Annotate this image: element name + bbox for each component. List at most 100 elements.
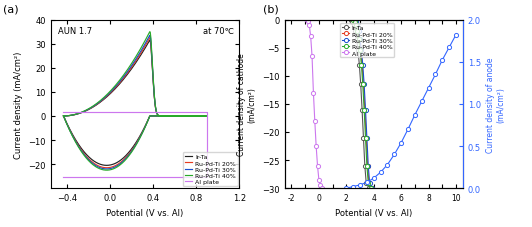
Al plate bbox=[60, 111, 66, 114]
Al plate bbox=[313, 145, 319, 148]
Ru-Pd-Ti 20% bbox=[355, 30, 361, 33]
Ir-Ta bbox=[359, 109, 365, 111]
Ru-Pd-Ti 40% bbox=[353, 25, 359, 27]
Ru-Pd-Ti 20% bbox=[118, 80, 124, 83]
Ru-Pd-Ti 20% bbox=[358, 50, 364, 53]
Ru-Pd-Ti 20% bbox=[362, 109, 368, 111]
Ru-Pd-Ti 40% bbox=[60, 115, 66, 118]
Ru-Pd-Ti 30% bbox=[103, 168, 110, 170]
Ru-Pd-Ti 40% bbox=[364, 165, 370, 167]
Ir-Ta bbox=[118, 81, 124, 84]
Y-axis label: Current density (mA/cm²): Current density (mA/cm²) bbox=[14, 51, 23, 158]
Ru-Pd-Ti 40% bbox=[365, 181, 371, 184]
Ru-Pd-Ti 40% bbox=[351, 22, 358, 25]
Ru-Pd-Ti 20% bbox=[60, 115, 66, 118]
Ru-Pd-Ti 30% bbox=[355, 30, 362, 33]
Line: Ir-Ta: Ir-Ta bbox=[63, 41, 207, 166]
Ru-Pd-Ti 40% bbox=[360, 84, 366, 86]
Ru-Pd-Ti 30% bbox=[187, 115, 194, 118]
Ru-Pd-Ti 20% bbox=[60, 115, 66, 118]
Ir-Ta bbox=[356, 64, 362, 67]
Al plate bbox=[310, 92, 317, 95]
Al plate bbox=[314, 165, 321, 167]
Al plate bbox=[123, 111, 130, 114]
X-axis label: Potential (V vs. Al): Potential (V vs. Al) bbox=[106, 208, 184, 217]
Line: Ru-Pd-Ti 30%: Ru-Pd-Ti 30% bbox=[353, 18, 375, 190]
Ru-Pd-Ti 40% bbox=[354, 30, 361, 33]
Ru-Pd-Ti 20% bbox=[359, 64, 365, 67]
Ru-Pd-Ti 40% bbox=[118, 78, 124, 81]
Line: Ru-Pd-Ti 20%: Ru-Pd-Ti 20% bbox=[63, 39, 207, 168]
Ru-Pd-Ti 30% bbox=[147, 35, 153, 37]
Ir-Ta bbox=[360, 137, 367, 139]
Text: at 70℃: at 70℃ bbox=[203, 27, 234, 36]
Ru-Pd-Ti 40% bbox=[103, 169, 110, 172]
Legend: Ir-Ta, Ru-Pd-Ti 20%, Ru-Pd-Ti 30%, Ru-Pd-Ti 40%, Al plate: Ir-Ta, Ru-Pd-Ti 20%, Ru-Pd-Ti 30%, Ru-Pd… bbox=[183, 152, 237, 187]
Ru-Pd-Ti 30% bbox=[364, 137, 370, 139]
Line: Ru-Pd-Ti 40%: Ru-Pd-Ti 40% bbox=[351, 18, 373, 190]
Ru-Pd-Ti 30% bbox=[60, 115, 66, 118]
Al plate bbox=[315, 179, 322, 181]
Ru-Pd-Ti 20% bbox=[187, 115, 194, 118]
Ru-Pd-Ti 40% bbox=[187, 115, 194, 118]
Ru-Pd-Ti 40% bbox=[177, 115, 183, 118]
Al plate bbox=[303, 19, 310, 22]
Ru-Pd-Ti 30% bbox=[365, 165, 371, 167]
Al plate bbox=[177, 176, 183, 179]
Ru-Pd-Ti 30% bbox=[177, 115, 183, 118]
Ir-Ta bbox=[352, 30, 359, 33]
Al plate bbox=[150, 111, 156, 114]
Ir-Ta bbox=[123, 75, 129, 78]
Text: AUN 1.7: AUN 1.7 bbox=[58, 27, 92, 36]
Ir-Ta bbox=[350, 22, 356, 25]
Ru-Pd-Ti 40% bbox=[147, 31, 153, 34]
Ru-Pd-Ti 30% bbox=[357, 39, 363, 41]
Ru-Pd-Ti 30% bbox=[123, 73, 129, 75]
Ru-Pd-Ti 30% bbox=[118, 79, 124, 82]
Ru-Pd-Ti 20% bbox=[103, 167, 110, 169]
Ru-Pd-Ti 20% bbox=[356, 39, 362, 41]
Ir-Ta bbox=[177, 115, 183, 118]
Ru-Pd-Ti 20% bbox=[364, 165, 371, 167]
Al plate bbox=[309, 55, 315, 58]
Ru-Pd-Ti 40% bbox=[361, 109, 367, 111]
Ir-Ta bbox=[363, 181, 369, 184]
Ru-Pd-Ti 20% bbox=[360, 84, 367, 86]
Ru-Pd-Ti 40% bbox=[350, 19, 356, 22]
Ir-Ta bbox=[60, 115, 66, 118]
Ir-Ta bbox=[365, 187, 372, 190]
Al plate bbox=[305, 21, 311, 23]
Y-axis label: Current density of cathode
(mA/cm²): Current density of cathode (mA/cm²) bbox=[237, 53, 256, 155]
Ru-Pd-Ti 20% bbox=[363, 137, 369, 139]
Ru-Pd-Ti 40% bbox=[123, 71, 129, 74]
Ir-Ta bbox=[103, 164, 110, 167]
Ir-Ta bbox=[89, 159, 96, 162]
Al plate bbox=[89, 176, 96, 179]
Ir-Ta bbox=[187, 115, 194, 118]
Text: (b): (b) bbox=[263, 5, 279, 15]
Ru-Pd-Ti 40% bbox=[89, 163, 96, 166]
Line: Ru-Pd-Ti 30%: Ru-Pd-Ti 30% bbox=[63, 36, 207, 169]
Line: Ru-Pd-Ti 20%: Ru-Pd-Ti 20% bbox=[352, 18, 374, 190]
Ru-Pd-Ti 20% bbox=[365, 181, 372, 184]
Ru-Pd-Ti 20% bbox=[352, 22, 359, 25]
Line: Al plate: Al plate bbox=[63, 113, 207, 178]
Al plate bbox=[118, 111, 124, 114]
Ru-Pd-Ti 20% bbox=[147, 37, 153, 40]
Ru-Pd-Ti 40% bbox=[60, 115, 66, 118]
Al plate bbox=[60, 176, 66, 179]
Ru-Pd-Ti 20% bbox=[353, 25, 360, 27]
Ru-Pd-Ti 20% bbox=[123, 74, 129, 77]
Ru-Pd-Ti 20% bbox=[177, 115, 183, 118]
Line: Ir-Ta: Ir-Ta bbox=[349, 18, 371, 190]
Ru-Pd-Ti 30% bbox=[358, 50, 364, 53]
Al plate bbox=[319, 187, 325, 190]
Ru-Pd-Ti 30% bbox=[367, 181, 373, 184]
Ir-Ta bbox=[353, 39, 360, 41]
Ru-Pd-Ti 30% bbox=[353, 22, 359, 25]
Ru-Pd-Ti 30% bbox=[351, 19, 358, 22]
Line: Ru-Pd-Ti 40%: Ru-Pd-Ti 40% bbox=[63, 32, 207, 170]
Ru-Pd-Ti 40% bbox=[358, 64, 364, 67]
Ru-Pd-Ti 30% bbox=[60, 115, 66, 118]
Ru-Pd-Ti 20% bbox=[150, 80, 156, 83]
